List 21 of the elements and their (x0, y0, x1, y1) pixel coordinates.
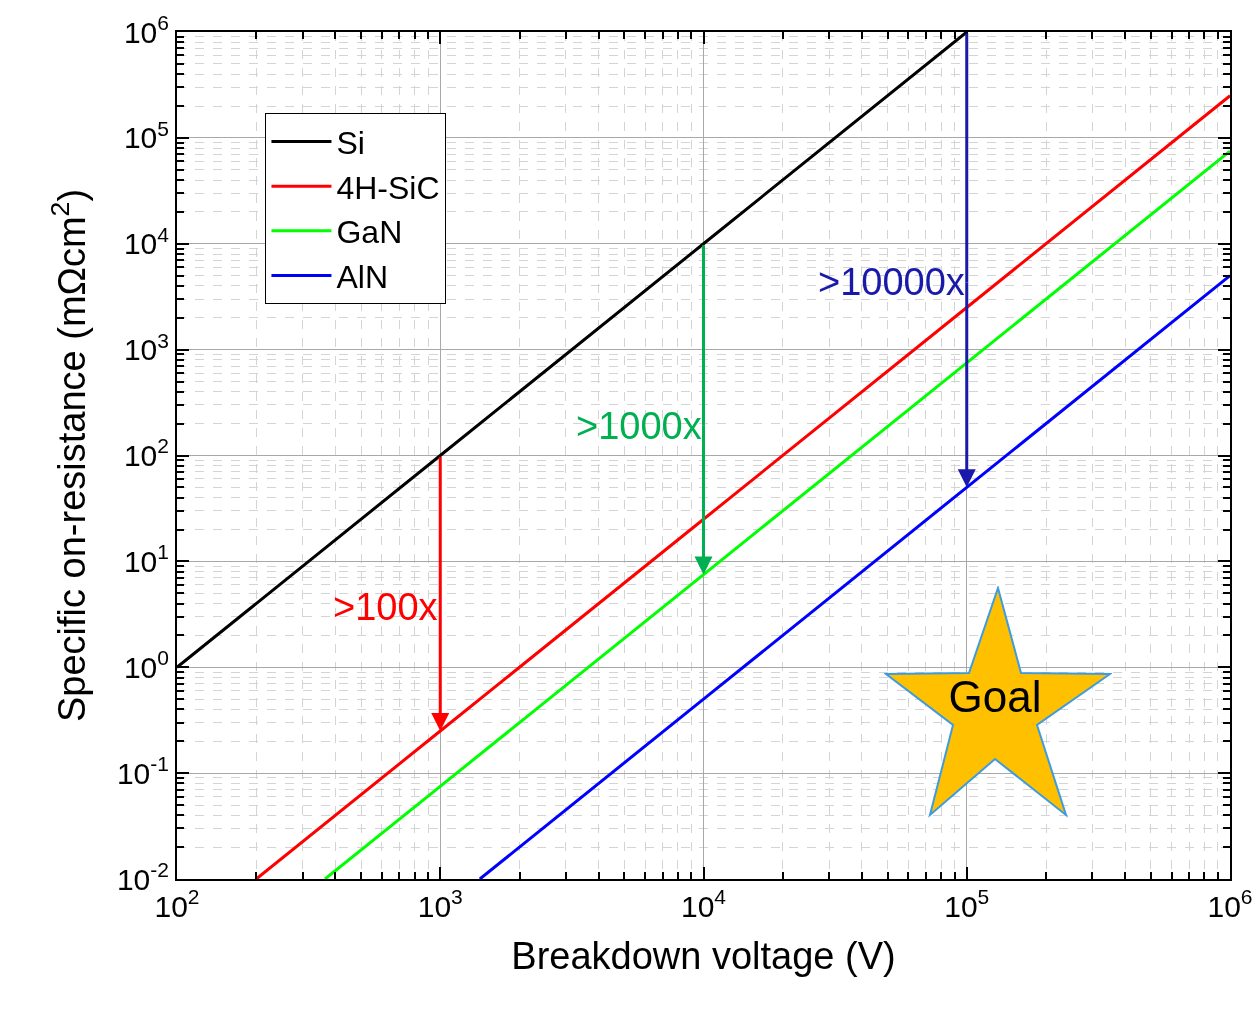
y-tick-label: 10$^{3}$ (123, 328, 169, 367)
legend-label: 4H-SiC (336, 169, 440, 206)
y-tick-label: 10$^{5}$ (123, 116, 169, 155)
y-tick-label: 10$^{0}$ (123, 646, 169, 684)
annotation: >1000x (576, 405, 702, 447)
annotation: Goal (947, 672, 1043, 722)
legend-label: GaN (336, 214, 403, 251)
x-tick-label: 10$^{3}$ (417, 885, 463, 923)
x-axis-title: Breakdown voltage (V) (511, 934, 896, 977)
annotation: >10000x (818, 261, 965, 303)
annotation: >100x (333, 586, 438, 628)
y-tick-label: 10$^{1}$ (123, 540, 169, 578)
y-tick-label: 10$^{-1}$ (116, 752, 169, 790)
y-tick-label: 10$^{6}$ (123, 10, 169, 49)
x-tick-label: 10$^{5}$ (944, 885, 990, 923)
x-tick-label: 10$^{4}$ (680, 885, 727, 923)
legend-label: Si (336, 125, 365, 162)
legend-label: AlN (336, 258, 389, 295)
y-tick-label: 10$^{4}$ (123, 222, 170, 261)
y-tick-label: 10$^{2}$ (123, 434, 169, 472)
x-tick-label: 10$^{6}$ (1207, 885, 1253, 923)
